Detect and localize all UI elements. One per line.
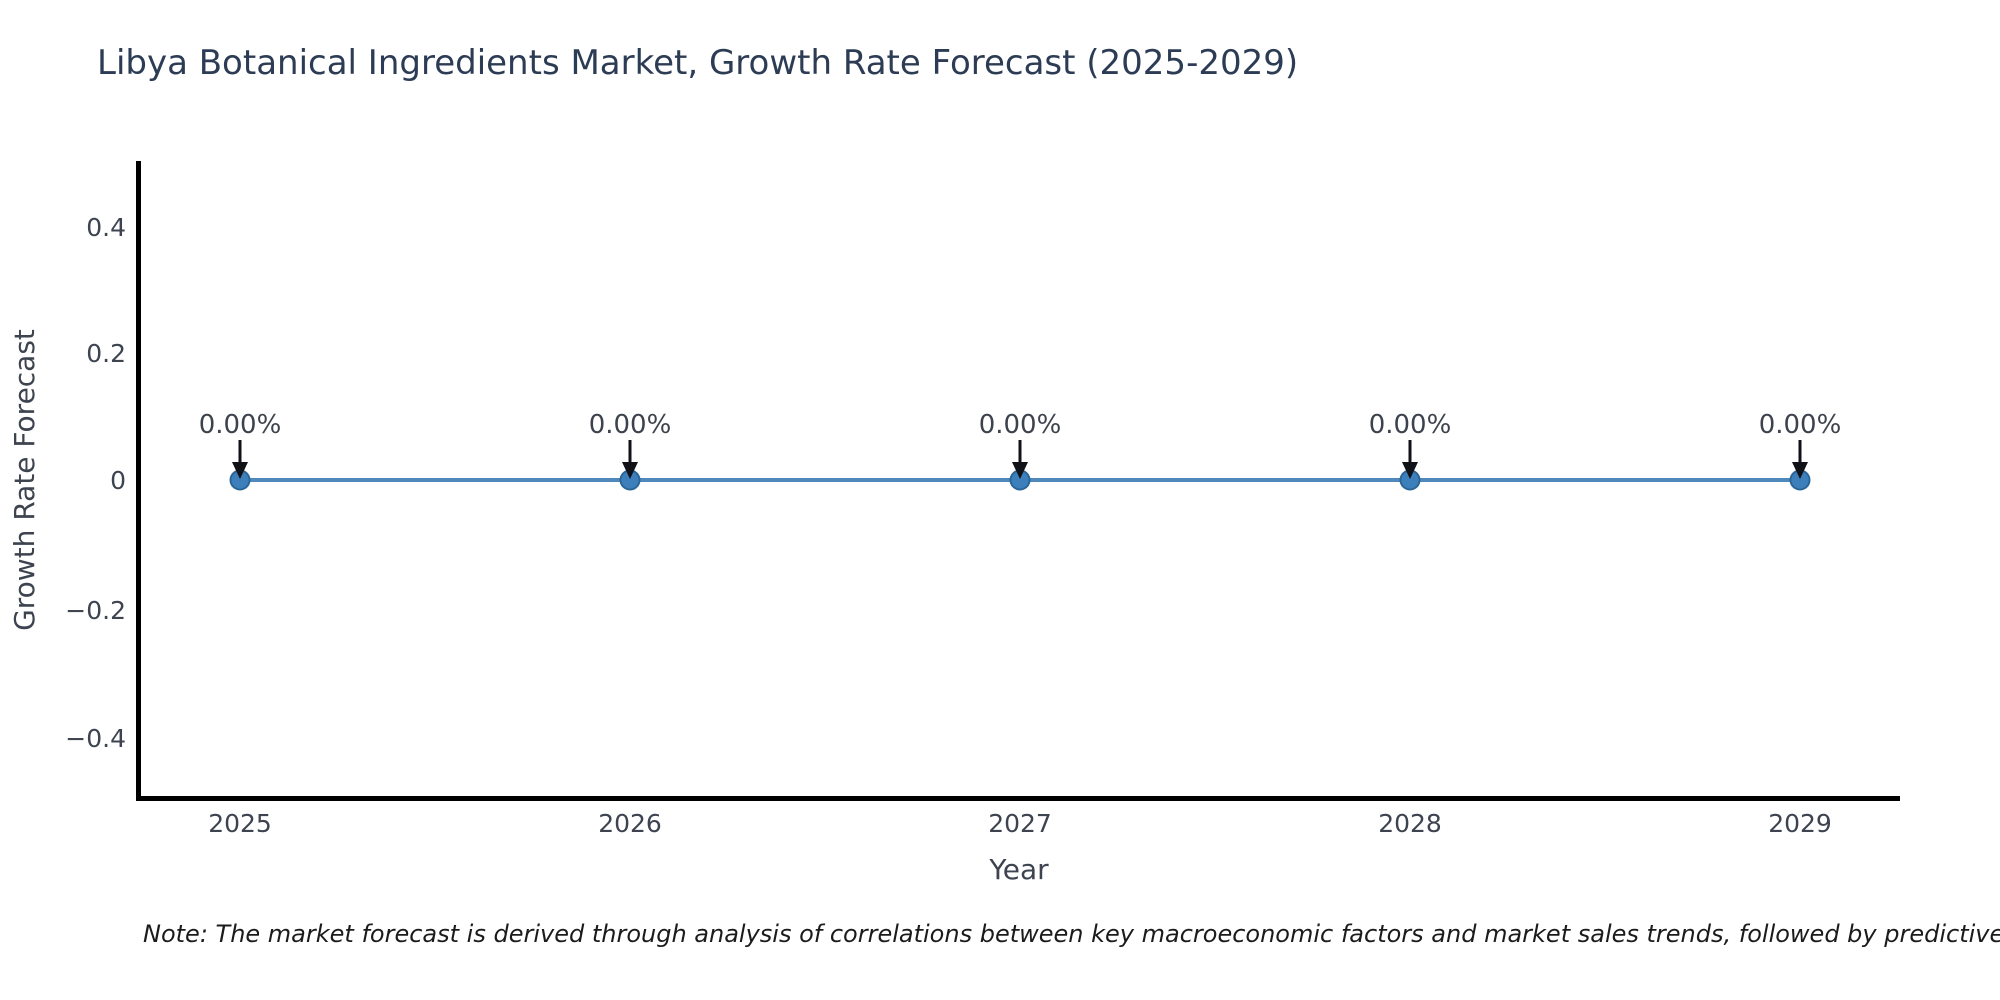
y-tick-label: −0.2 [65,596,126,625]
point-value-label: 0.00% [1759,410,1842,440]
y-tick-label: −0.4 [65,724,126,753]
x-tick-label: 2026 [598,809,662,838]
y-axis-title: Growth Rate Forecast [8,329,41,631]
x-tick-label: 2027 [988,809,1052,838]
y-tick-label: 0.2 [86,339,126,368]
x-tick-label: 2029 [1768,809,1832,838]
point-value-label: 0.00% [199,410,282,440]
down-arrow-icon [1012,440,1028,479]
y-tick-label: 0.4 [86,213,126,242]
x-tick-label: 2025 [208,809,272,838]
forecast-methodology-note: Note: The market forecast is derived thr… [143,920,2000,948]
x-axis-title: Year [988,853,1049,886]
down-arrow-icon [1402,440,1418,479]
point-value-label: 0.00% [589,410,672,440]
down-arrow-icon [232,440,248,479]
down-arrow-icon [622,440,638,479]
point-value-label: 0.00% [979,410,1062,440]
y-tick-label: 0 [110,466,126,495]
down-arrow-icon [1792,440,1808,479]
chart-title: Libya Botanical Ingredients Market, Grow… [97,43,1299,83]
x-tick-label: 2028 [1378,809,1442,838]
point-value-label: 0.00% [1369,410,1452,440]
